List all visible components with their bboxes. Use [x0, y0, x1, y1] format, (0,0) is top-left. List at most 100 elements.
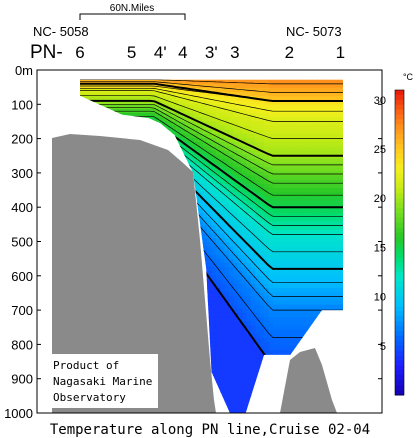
temperature-cell — [150, 104, 156, 110]
temperature-cell — [193, 112, 199, 118]
temperature-cell — [303, 271, 309, 277]
temperature-cell — [220, 225, 226, 231]
temperature-cell — [316, 221, 322, 227]
temperature-cell — [286, 287, 291, 293]
temperature-cell — [215, 317, 221, 322]
temperature-cell — [229, 217, 235, 222]
temperature-cell — [264, 237, 270, 243]
temperature-cell — [250, 112, 256, 118]
temperature-cell — [307, 200, 313, 206]
temperature-cell — [307, 112, 313, 118]
temperature-cell — [316, 167, 322, 172]
temperature-cell — [185, 100, 191, 106]
temperature-cell — [299, 150, 305, 156]
colorbar-swatch — [395, 144, 404, 150]
temperature-cell — [224, 250, 230, 256]
temperature-cell — [220, 133, 226, 139]
temperature-cell — [299, 112, 305, 118]
temperature-cell — [250, 250, 256, 256]
temperature-cell — [307, 133, 313, 139]
temperature-cell — [233, 246, 239, 252]
temperature-cell — [246, 354, 252, 360]
temperature-cell — [145, 112, 151, 118]
temperature-cell — [233, 371, 239, 377]
temperature-cell — [101, 96, 107, 102]
temperature-cell — [268, 96, 274, 102]
temperature-cell — [237, 187, 243, 193]
temperature-cell — [281, 237, 287, 243]
temperature-cell — [264, 221, 270, 227]
temperature-cell — [316, 92, 322, 97]
temperature-cell — [220, 171, 226, 177]
temperature-cell — [312, 79, 318, 85]
temperature-cell — [329, 96, 335, 102]
temperature-cell — [198, 196, 204, 202]
colorbar-swatch — [395, 380, 404, 386]
temperature-cell — [246, 229, 252, 235]
temperature-cell — [321, 83, 327, 89]
temperature-cell — [207, 96, 213, 102]
temperature-cell — [246, 183, 252, 189]
temperature-cell — [281, 217, 287, 222]
temperature-cell — [277, 217, 283, 222]
temperature-cell — [215, 221, 221, 227]
temperature-cell — [224, 262, 230, 268]
temperature-cell — [286, 158, 291, 164]
temperature-cell — [277, 308, 283, 314]
temperature-cell — [272, 212, 278, 218]
temperature-cell — [242, 200, 248, 206]
temperature-cell — [110, 92, 116, 97]
temperature-cell — [294, 225, 300, 231]
credit-background — [48, 354, 158, 408]
temperature-cell — [233, 87, 239, 93]
temperature-cell — [172, 125, 178, 131]
temperature-cell — [215, 104, 221, 110]
temperature-cell — [255, 125, 261, 131]
temperature-cell — [255, 296, 261, 302]
temperature-cell — [215, 125, 221, 131]
temperature-cell — [316, 125, 322, 131]
temperature-cell — [189, 108, 195, 114]
station-label: 4 — [178, 43, 187, 62]
temperature-cell — [316, 250, 322, 256]
temperature-cell — [281, 275, 287, 281]
temperature-cell — [299, 183, 305, 189]
temperature-cell — [255, 112, 261, 118]
temperature-cell — [316, 129, 322, 135]
temperature-cell — [220, 179, 226, 185]
temperature-cell — [281, 179, 287, 185]
temperature-cell — [259, 292, 265, 297]
temperature-cell — [255, 208, 261, 214]
temperature-cell — [110, 96, 116, 102]
station-label: 5 — [127, 43, 136, 62]
temperature-cell — [329, 175, 335, 181]
temperature-cell — [220, 192, 226, 197]
temperature-cell — [312, 146, 318, 152]
temperature-cell — [286, 83, 291, 89]
temperature-cell — [193, 192, 199, 197]
temperature-cell — [334, 129, 340, 135]
temperature-cell — [286, 317, 291, 322]
temperature-cell — [189, 112, 195, 118]
temperature-cell — [290, 287, 296, 293]
temperature-cell — [106, 96, 112, 102]
temperature-cell — [237, 104, 243, 110]
temperature-cell — [215, 246, 221, 252]
temperature-cell — [312, 83, 318, 89]
temperature-cell — [294, 150, 300, 156]
temperature-cell — [250, 125, 256, 131]
temperature-cell — [277, 333, 283, 339]
temperature-cell — [286, 175, 291, 181]
isotherm — [80, 79, 343, 85]
temperature-cell — [237, 79, 243, 85]
temperature-cell — [281, 337, 287, 343]
temperature-cell — [316, 100, 322, 106]
temperature-cell — [193, 117, 199, 122]
temperature-cell — [259, 233, 265, 239]
temperature-cell — [233, 104, 239, 110]
temperature-cell — [277, 296, 283, 302]
temperature-cell — [193, 100, 199, 106]
temperature-cell — [233, 117, 239, 122]
temperature-cell — [242, 79, 248, 85]
temperature-cell — [242, 312, 248, 318]
